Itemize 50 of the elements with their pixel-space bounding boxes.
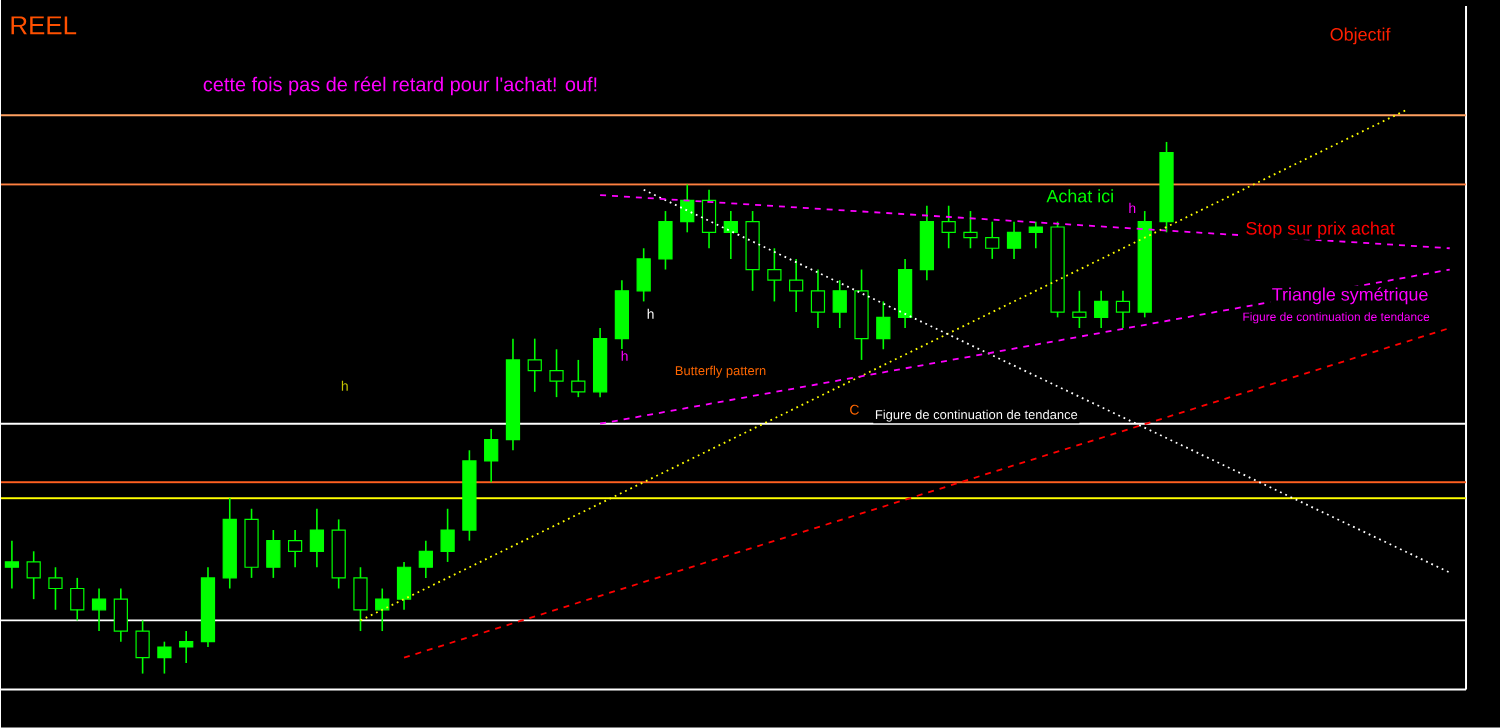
candlestick — [484, 428, 499, 484]
candlestick — [963, 210, 978, 250]
candlestick — [876, 300, 891, 351]
candlestick — [832, 279, 847, 330]
annotation: Stop sur prix achat — [1246, 221, 1395, 239]
candlestick — [331, 518, 346, 590]
candlestick — [854, 268, 869, 361]
candlestick — [48, 566, 63, 611]
candlestick — [549, 348, 564, 399]
candlestick — [527, 338, 542, 393]
candlestick — [440, 508, 455, 563]
candlestick — [897, 258, 913, 330]
candlestick — [701, 189, 717, 250]
candlestick — [1115, 290, 1131, 330]
candlestick — [985, 221, 1000, 260]
candlestick — [70, 577, 85, 622]
candlestick — [1072, 290, 1087, 330]
candlestick — [135, 619, 150, 675]
candlestick — [113, 587, 128, 643]
candlestick — [745, 210, 760, 292]
candlestick — [244, 508, 259, 579]
candlestick — [789, 258, 804, 314]
candlestick — [353, 566, 368, 633]
candlestick — [941, 205, 956, 250]
candlestick — [919, 205, 935, 282]
chart-title: REEL — [11, 16, 77, 35]
text: cette fois pas de réel retard pour l'achat! ouf! — [203, 76, 597, 96]
candlestick — [658, 210, 673, 271]
text: Objectif — [1330, 27, 1391, 45]
candlestick — [287, 529, 303, 569]
candlestick — [91, 587, 107, 633]
candlestick — [767, 247, 782, 303]
candlestick — [1028, 221, 1043, 250]
candlestick — [179, 630, 194, 664]
candlestick — [1006, 221, 1022, 260]
candlestick — [266, 529, 281, 579]
candlestick — [396, 561, 412, 611]
candlestick — [418, 540, 433, 579]
candlestick — [157, 641, 172, 675]
candlestick — [723, 210, 738, 260]
candlestick — [680, 183, 695, 234]
annotation: Triangle symétrique — [1272, 287, 1428, 305]
candlestick — [636, 247, 651, 303]
candlestick — [4, 540, 20, 590]
candlestick — [26, 550, 41, 601]
candlestick — [571, 359, 586, 399]
candlestick — [1094, 290, 1109, 330]
candlestick — [309, 508, 325, 569]
annotation: Achat ici — [1046, 189, 1113, 203]
candlestick — [810, 268, 826, 330]
